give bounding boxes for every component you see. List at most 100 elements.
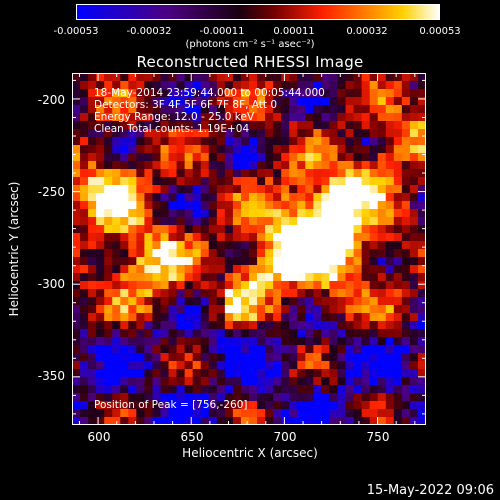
heatmap-cell [104,193,113,202]
heatmap-cell [112,169,121,178]
heatmap-cell [257,305,266,314]
heatmap-cell [313,361,323,370]
heatmap-cell [289,217,298,226]
heatmap-cell [409,209,419,218]
heatmap-cell [401,249,411,258]
heatmap-cell [265,257,274,266]
heatmap-cell [232,345,242,354]
heatmap-cell [249,305,258,314]
heatmap-cell [393,273,403,282]
heatmap-cell [216,193,226,202]
heatmap-cell [96,169,105,178]
heatmap-cell [401,145,411,154]
heatmap-cell [176,409,186,418]
heatmap-cell [337,377,347,386]
heatmap-cell [401,113,411,122]
heatmap-cell [176,89,186,98]
heatmap-cell [104,241,113,250]
heatmap-cell [249,417,258,425]
heatmap-cell [369,81,379,90]
x-tick-label: 700 [273,430,297,444]
heatmap-cell [401,233,411,242]
heatmap-cell [240,377,250,386]
heatmap-cell [104,225,113,234]
heatmap-cell [144,113,154,122]
heatmap-cell [393,193,403,202]
heatmap-cell [96,217,105,226]
heatmap-cell [144,97,154,106]
heatmap-cell [353,73,363,82]
heatmap-cell [208,177,218,186]
heatmap-cell [401,257,411,266]
heatmap-cell [112,321,121,330]
heatmap-cell [80,225,89,234]
heatmap-cell [160,113,170,122]
heatmap-cell [409,233,419,242]
heatmap-cell [305,105,314,114]
heatmap-cell [96,105,105,114]
heatmap-cell [265,137,274,146]
heatmap-cell [249,361,258,370]
heatmap-cell [208,137,218,146]
heatmap-cell [273,161,282,170]
heatmap-cell [168,241,178,250]
heatmap-cell [104,401,113,410]
heatmap-cell [273,89,282,98]
heatmap-cell [176,321,186,330]
heatmap-cell [104,169,113,178]
heatmap-cell [249,177,258,186]
heatmap-cell [216,265,226,274]
heatmap-cell [144,161,154,170]
heatmap-cell [128,313,137,322]
heatmap-cell [240,193,250,202]
heatmap-cell [160,353,170,362]
heatmap-cell [305,201,314,210]
heatmap-cell [200,329,210,338]
heatmap-cell [208,385,218,394]
heatmap-cell [417,105,426,114]
heatmap-cell [144,217,154,226]
heatmap-cell [192,297,202,306]
heatmap-cell [144,305,154,314]
heatmap-cell [329,129,339,138]
heatmap-cell [200,113,210,122]
heatmap-cell [249,401,258,410]
heatmap-cell [200,273,210,282]
heatmap-cell [417,81,426,90]
heatmap-cell [361,105,371,114]
heatmap-cell [393,113,403,122]
heatmap-cell [144,297,154,306]
heatmap-cell [409,409,419,418]
heatmap-cell [144,233,154,242]
heatmap-cell [369,385,379,394]
heatmap-cell [305,265,314,274]
heatmap-cell [200,377,210,386]
heatmap-cell [72,209,81,218]
colorbar-tick-label: 0.00053 [419,26,461,37]
heatmap-cell [88,377,97,386]
heatmap-cell [393,337,403,346]
heatmap-cell [273,393,282,402]
heatmap-cell [176,289,186,298]
heatmap-cell [409,257,419,266]
heatmap-cell [240,417,250,425]
heatmap-cell [337,185,347,194]
heatmap-cell [257,385,266,394]
heatmap-cell [208,305,218,314]
heatmap-cell [281,305,290,314]
heatmap-cell [184,313,194,322]
heatmap-cell [409,201,419,210]
heatmap-cell [208,209,218,218]
heatmap-cell [353,313,363,322]
heatmap-cell [160,297,170,306]
heatmap-cell [232,361,242,370]
heatmap-cell [369,241,379,250]
heatmap-cell [305,305,314,314]
heatmap-cell [232,185,242,194]
heatmap-cell [385,257,395,266]
heatmap-cell [104,265,113,274]
heatmap-cell [417,353,426,362]
heatmap-cell [297,193,306,202]
heatmap-cell [305,121,314,130]
heatmap-cell [176,281,186,290]
